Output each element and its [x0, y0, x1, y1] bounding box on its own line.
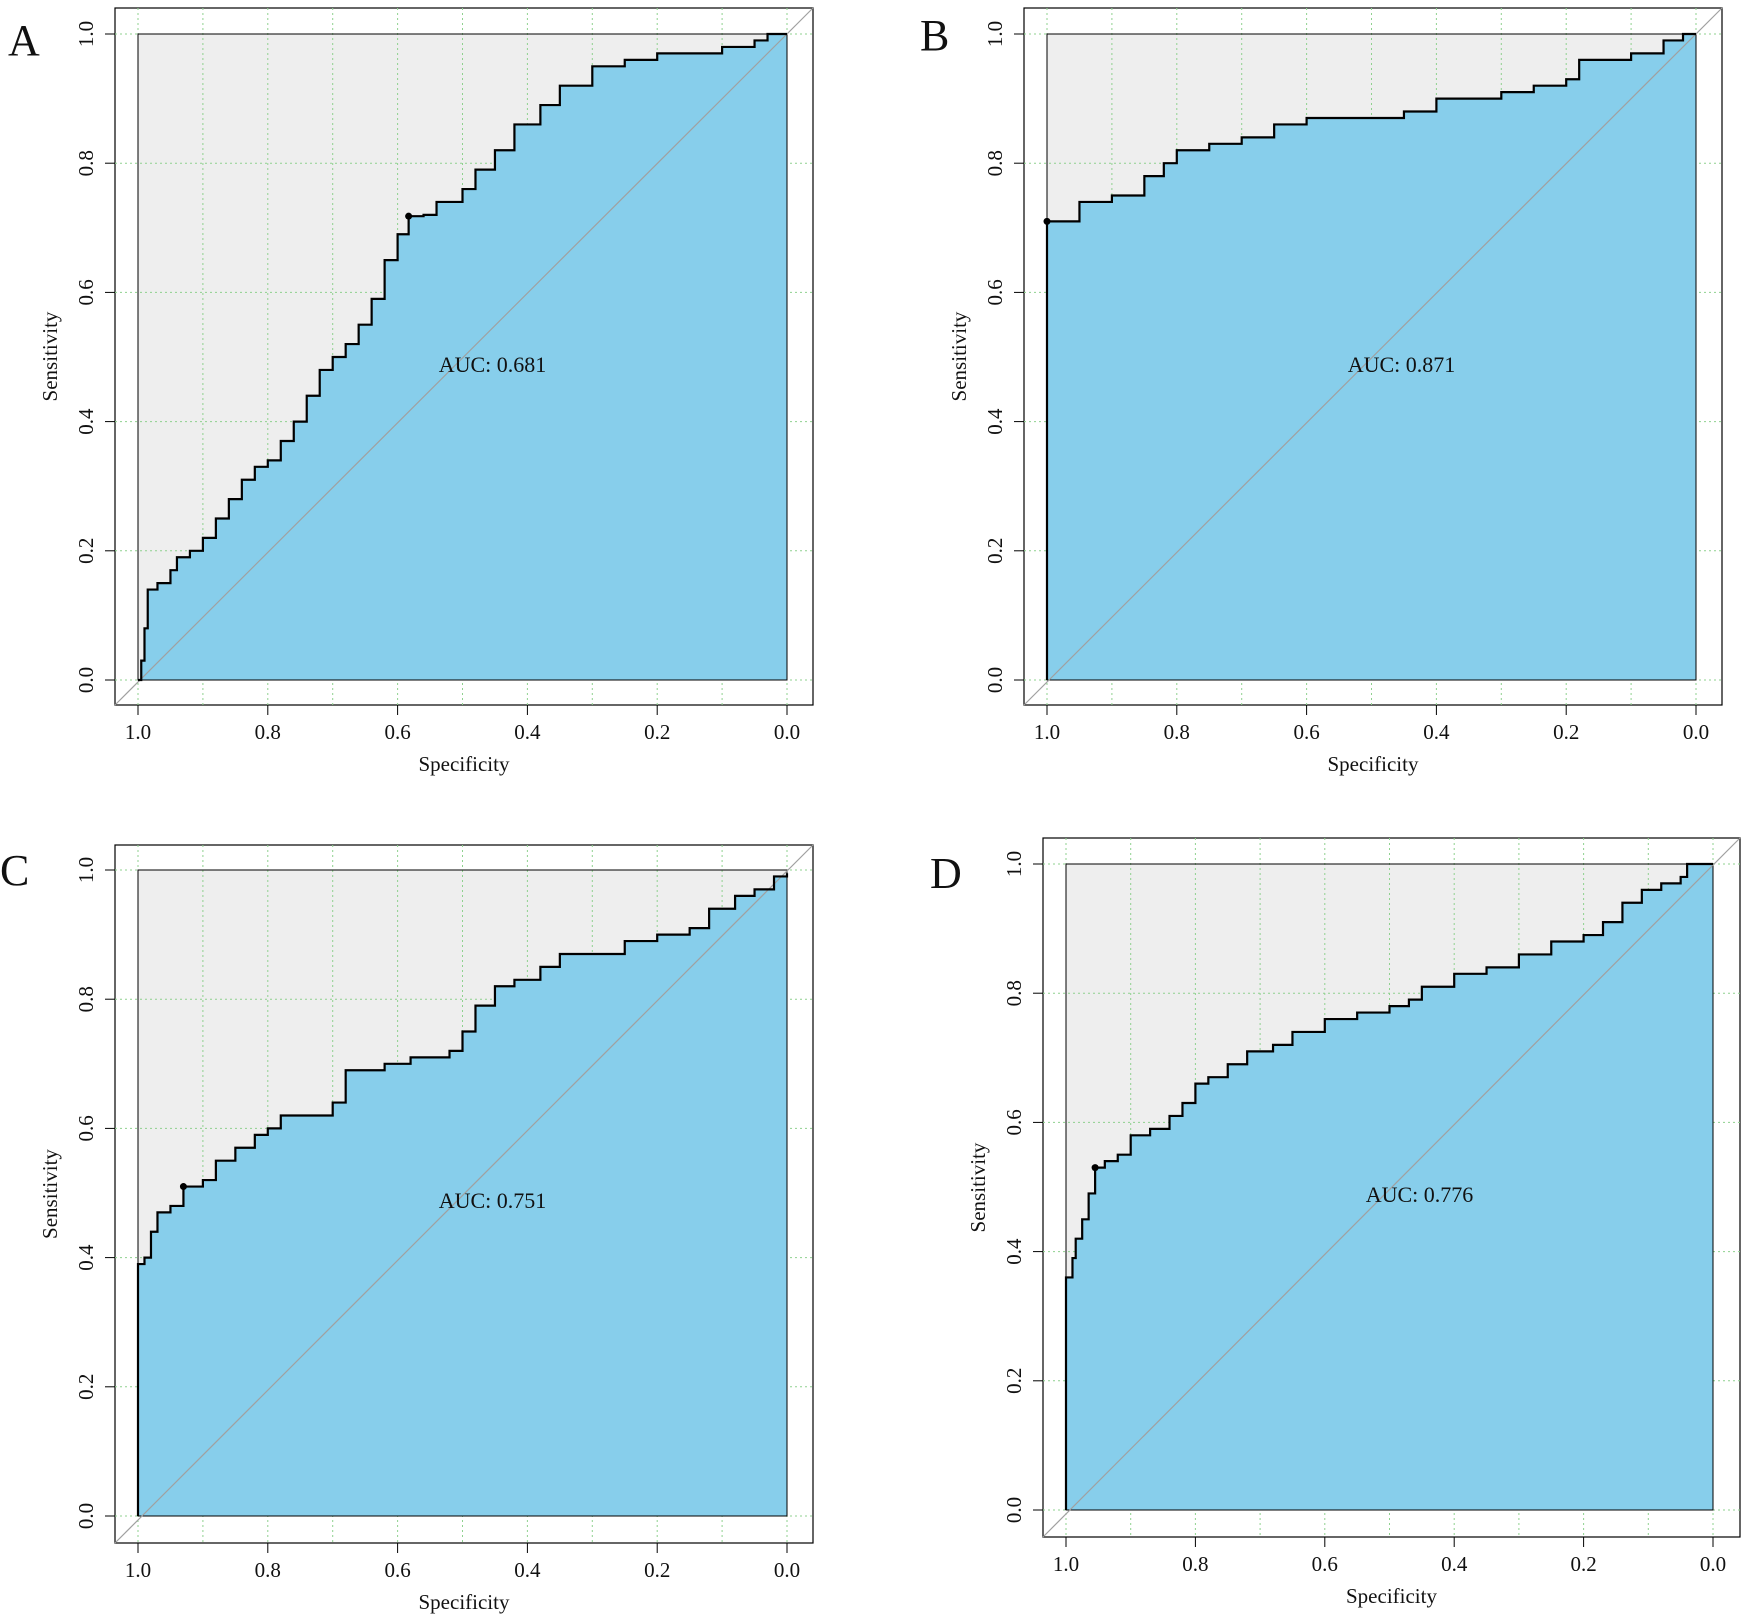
diagonal-reference-line [114, 844, 814, 1544]
y-tick-label: 0.8 [983, 150, 1007, 176]
x-tick-label: 0.0 [774, 1558, 800, 1582]
x-tick-label: 0.4 [514, 1558, 541, 1582]
auc-area [1066, 864, 1713, 1510]
y-tick-label: 0.6 [74, 1115, 98, 1141]
y-tick-label: 1.0 [74, 21, 98, 47]
x-tick-label: 0.8 [1182, 1552, 1208, 1576]
panel-letter: D [930, 849, 962, 898]
panel-b: 1.0 0.8 0.6 0.4 0.2 0.0 0.0 0.2 0.4 0.6 0.8 1.0 Spec… [920, 7, 1723, 776]
y-tick-label: 0.4 [1002, 1238, 1026, 1265]
x-tick-label: 0.6 [384, 1558, 410, 1582]
x-tick-label: 1.0 [125, 1558, 151, 1582]
y-tick-label: 0.8 [74, 150, 98, 176]
plot-area-box [137, 869, 788, 1517]
x-tick-label: 0.6 [384, 720, 410, 744]
x-tick-label: 0.6 [1312, 1552, 1338, 1576]
x-tick-label: 0.8 [255, 1558, 281, 1582]
panel-d: 1.0 0.8 0.6 0.4 0.2 0.0 0.0 0.2 0.4 0.6 0.8 1.0 Spec… [930, 837, 1741, 1608]
roc-curve [138, 32, 787, 682]
y-tick-label: 0.6 [74, 279, 98, 305]
y-tick-label: 1.0 [1002, 851, 1026, 877]
y-tick-label: 0.2 [74, 1374, 98, 1400]
plot-frame [114, 844, 814, 1544]
x-tick-label: 0.4 [1423, 720, 1450, 744]
y-tick-label: 0.4 [983, 408, 1007, 435]
x-tick-label: 0.2 [644, 1558, 670, 1582]
panel-letter: A [8, 16, 40, 65]
y-tick-label: 0.8 [74, 986, 98, 1012]
plot-frame [1023, 7, 1723, 706]
y-tick-label: 1.0 [74, 857, 98, 883]
y-tick-label: 0.0 [74, 1503, 98, 1529]
threshold-point [405, 212, 413, 220]
y-axis-label: Sensitivity [38, 1149, 62, 1239]
y-tick-label: 0.4 [74, 1244, 98, 1271]
threshold-point [1091, 1164, 1099, 1172]
y-tick-label: 0.2 [983, 538, 1007, 564]
y-tick-label: 0.4 [74, 408, 98, 435]
plot-area-box [1065, 863, 1714, 1511]
x-tick-label: 0.4 [1441, 1552, 1468, 1576]
x-tick-label: 1.0 [125, 720, 151, 744]
plot-area-box [137, 33, 788, 681]
x-tick-label: 0.2 [1570, 1552, 1596, 1576]
threshold-point [179, 1183, 187, 1191]
y-tick-label: 0.2 [74, 538, 98, 564]
x-tick-label: 0.2 [644, 720, 670, 744]
panel-a: 1.0 0.8 0.6 0.4 0.2 0.0 0.0 0.2 0.4 0.6 0.8 1.0 Spec… [8, 7, 814, 776]
x-axis-label: Specificity [419, 752, 510, 776]
roc-curve [136, 873, 789, 1516]
diagonal-reference-line [1042, 837, 1741, 1538]
diagonal-reference-line [1023, 7, 1723, 706]
x-tick-label: 0.8 [1164, 720, 1190, 744]
plot-frame [114, 7, 814, 706]
y-tick-label: 0.8 [1002, 980, 1026, 1006]
y-axis-label: Sensitivity [947, 311, 971, 401]
y-axis-label: Sensitivity [966, 1142, 990, 1232]
x-tick-label: 0.0 [774, 720, 800, 744]
diagonal-reference-line [114, 7, 814, 706]
x-tick-label: 0.6 [1293, 720, 1319, 744]
x-tick-label: 0.0 [1683, 720, 1709, 744]
y-tick-label: 0.0 [983, 667, 1007, 693]
x-tick-label: 1.0 [1034, 720, 1060, 744]
auc-label: AUC: 0.871 [1348, 352, 1456, 377]
y-axis-label: Sensitivity [38, 311, 62, 401]
y-tick-label: 0.2 [1002, 1368, 1026, 1394]
x-axis-label: Specificity [419, 1590, 510, 1614]
y-tick-label: 0.0 [1002, 1497, 1026, 1523]
plot-frame [1042, 837, 1741, 1538]
auc-label: AUC: 0.776 [1366, 1182, 1474, 1207]
x-tick-label: 0.0 [1700, 1552, 1726, 1576]
x-axis-label: Specificity [1328, 752, 1419, 776]
panel-letter: B [920, 11, 949, 60]
x-tick-label: 0.4 [514, 720, 541, 744]
x-tick-label: 0.2 [1553, 720, 1579, 744]
y-tick-label: 1.0 [983, 21, 1007, 47]
panel-c: 1.0 0.8 0.6 0.4 0.2 0.0 0.0 0.2 0.4 0.6 0.8 1.0 Spec… [0, 844, 814, 1614]
x-tick-label: 1.0 [1053, 1552, 1079, 1576]
panel-letter: C [0, 846, 29, 895]
auc-label: AUC: 0.681 [439, 352, 547, 377]
x-axis-label: Specificity [1346, 1584, 1437, 1608]
auc-label: AUC: 0.751 [439, 1188, 547, 1213]
x-tick-label: 0.8 [255, 720, 281, 744]
roc-curve [1045, 32, 1696, 680]
y-tick-label: 0.6 [1002, 1109, 1026, 1135]
threshold-point [1043, 217, 1051, 225]
y-tick-label: 0.0 [74, 667, 98, 693]
y-tick-label: 0.6 [983, 279, 1007, 305]
